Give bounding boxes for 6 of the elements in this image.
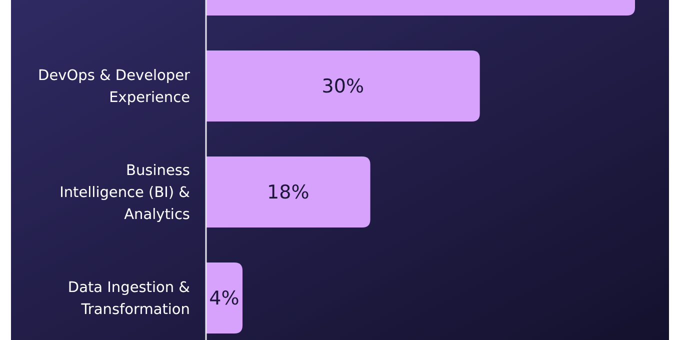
- y-tick-label: Data Ingestion & Transformation: [68, 280, 190, 318]
- data-label: 30%: [322, 76, 364, 98]
- y-tick-label: Business Intelligence (BI) & Analytics: [60, 163, 190, 224]
- y-tick-label: DevOps & Developer Experience: [38, 68, 190, 106]
- data-label: 18%: [267, 182, 310, 204]
- data-label: 4%: [209, 288, 240, 310]
